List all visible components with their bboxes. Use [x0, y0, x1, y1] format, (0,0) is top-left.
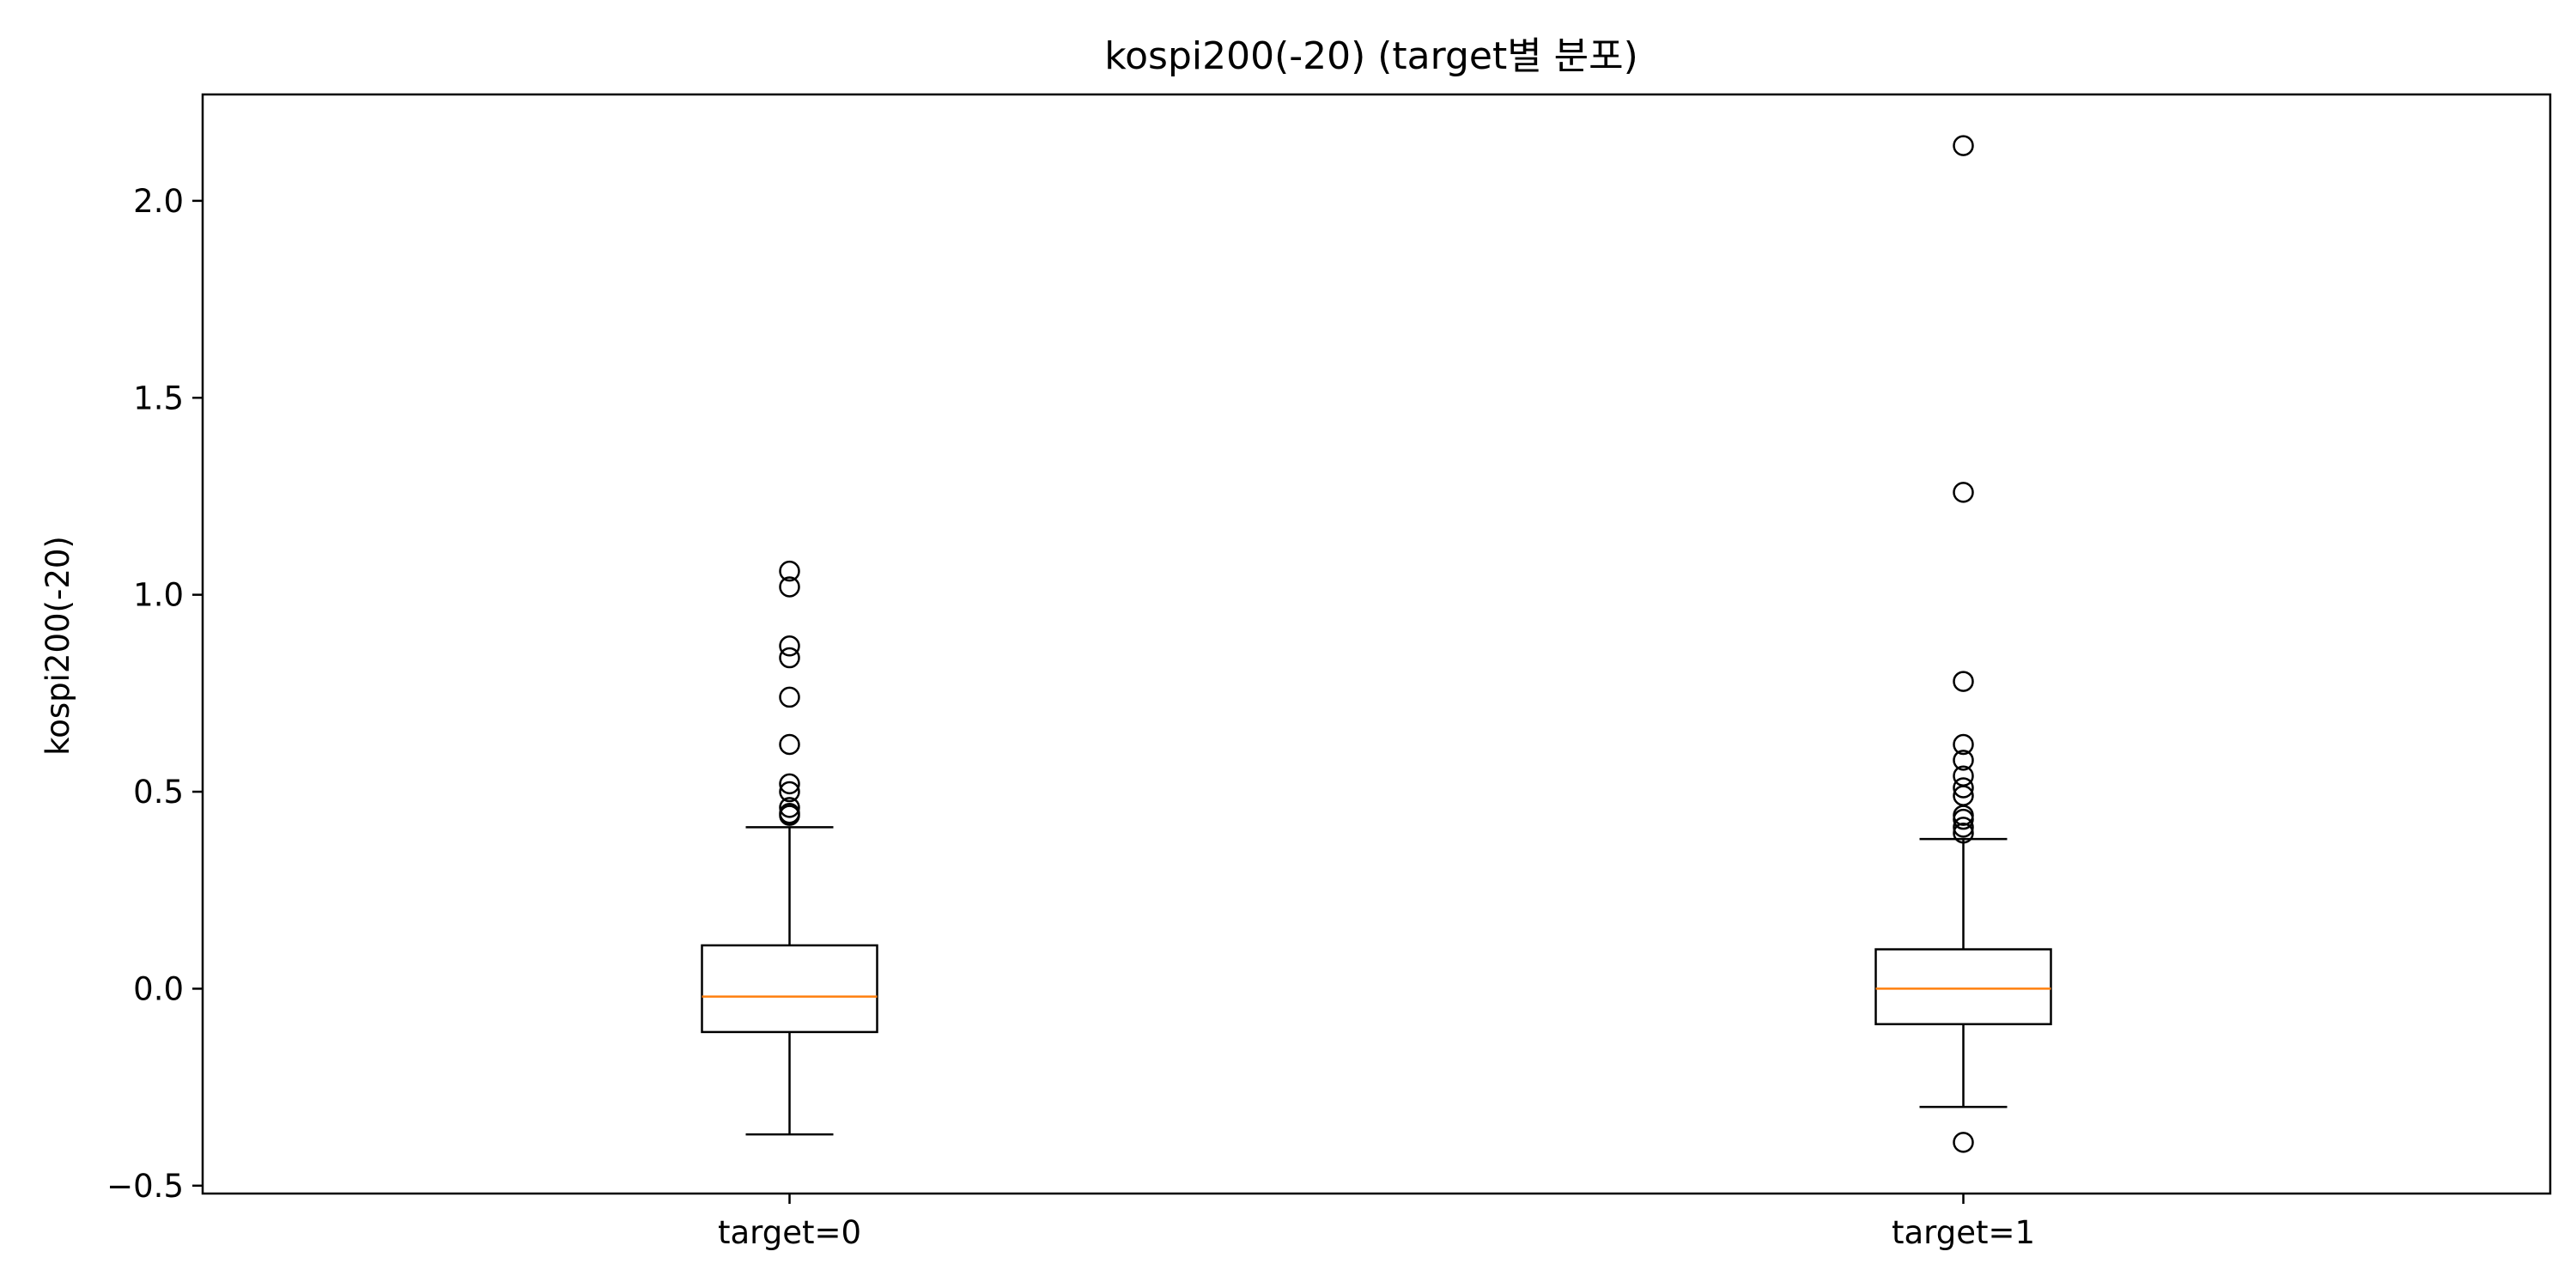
- outlier-point: [779, 686, 800, 708]
- outlier-point: [779, 733, 800, 756]
- x-tick-label: target=0: [718, 1214, 861, 1251]
- outlier-point: [1953, 671, 1974, 692]
- outlier-point: [779, 797, 800, 818]
- outlier-point: [1953, 135, 1974, 156]
- outlier-point: [779, 805, 800, 826]
- outlier-point: [779, 635, 800, 657]
- outlier-point: [1953, 733, 1974, 756]
- plot-area: −0.5 0.0 0.5 1.0 1.5 2.0 target=0 target=1: [106, 135, 2052, 1251]
- y-tick-label: 1.5: [133, 380, 184, 416]
- y-tick-label: 0.0: [133, 970, 184, 1007]
- outlier-point: [779, 773, 800, 795]
- outlier-point: [1953, 1132, 1974, 1153]
- plot-frame: [201, 93, 2552, 1195]
- outlier-point: [1953, 808, 1974, 830]
- y-tick-label: 1.0: [133, 577, 184, 614]
- outlier-point: [779, 647, 800, 669]
- outlier-point: [1953, 482, 1974, 503]
- outlier-point: [1953, 822, 1974, 844]
- outlier-point: [1953, 817, 1974, 838]
- y-tick-label: 2.0: [133, 183, 184, 220]
- outlier-point: [1953, 777, 1974, 799]
- outlier-point: [779, 576, 800, 598]
- y-tick-label: 0.5: [133, 774, 184, 811]
- box-iqr: [1874, 948, 2052, 1025]
- box-iqr: [701, 944, 878, 1034]
- outlier-point: [779, 781, 800, 803]
- outlier-point: [779, 560, 800, 582]
- outlier-point: [1953, 750, 1974, 771]
- y-axis-label: kospi200(-20): [39, 536, 76, 756]
- y-tick-label: −0.5: [106, 1168, 184, 1205]
- x-tick-label: target=1: [1892, 1214, 2035, 1251]
- chart-title: kospi200(-20) (target별 분포): [1104, 34, 1638, 78]
